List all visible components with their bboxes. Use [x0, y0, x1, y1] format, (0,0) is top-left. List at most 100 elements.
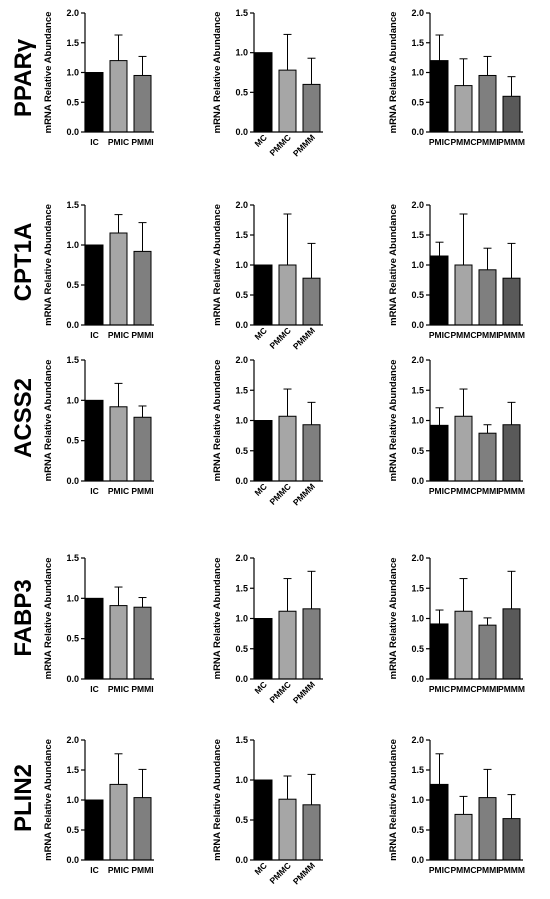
y-tick-label: 1.5 — [411, 38, 424, 48]
bar-mc — [254, 264, 273, 326]
y-tick-label: 1.5 — [66, 38, 79, 48]
y-tick-label: 2.0 — [411, 200, 424, 210]
y-axis-label: mRNA Relative Abundance — [43, 558, 54, 680]
bar-pmmi — [478, 624, 497, 680]
y-tick-label: 0.5 — [411, 290, 424, 300]
y-tick-label: 1.5 — [235, 230, 248, 240]
chart-panel-fabp3-3: mRNA Relative Abundance 0.0 0.5 1.0 1.5 2.0 PM… — [388, 553, 525, 694]
category-label-pmmi: PMMI — [476, 137, 498, 147]
bar-ic — [85, 244, 104, 326]
category-label-pmmc: PMMC — [451, 684, 477, 694]
y-tick-label: 0.5 — [66, 280, 79, 290]
category-label-pmmc: PMMC — [451, 865, 477, 875]
y-tick-label: 1.5 — [411, 230, 424, 240]
y-axis-label: mRNA Relative Abundance — [43, 360, 54, 482]
y-tick-label: 1.0 — [66, 240, 79, 250]
bar-pmmi — [133, 250, 152, 326]
chart-panel-fabp3-1: mRNA Relative Abundance 0.0 0.5 1.0 1.5 IC PMI… — [43, 553, 154, 694]
y-axis-label: mRNA Relative Abundance — [43, 739, 54, 861]
y-axis-label: mRNA Relative Abundance — [212, 204, 223, 326]
gene-label-fabp3: FABP3 — [10, 579, 37, 656]
y-tick-label: 1.0 — [66, 593, 79, 603]
y-tick-label: 2.0 — [235, 355, 248, 365]
bar-mc — [254, 618, 273, 680]
chart-panel-ppar--2: mRNA Relative Abundance 0.00.51.01.5MCPMM… — [212, 8, 323, 158]
bar-pmic — [109, 406, 128, 482]
y-tick-label: 1.5 — [235, 735, 248, 745]
y-tick-label: 1.5 — [66, 355, 79, 365]
bar-pmic — [109, 783, 128, 861]
y-tick-label: 2.0 — [66, 735, 79, 745]
y-tick-label: 0.5 — [235, 644, 248, 654]
category-label-pmmm: PMMM — [498, 330, 525, 340]
y-axis-label: mRNA Relative Abundance — [388, 360, 399, 482]
gene-labels: PPARγ CPT1A ACSS2 FABP3 PLIN2 — [10, 38, 37, 832]
chart-panel-plin2-3: mRNA Relative Abundance 0.0 0.5 1.0 1.5 2.0 PM… — [388, 735, 525, 875]
category-label-ic: IC — [90, 137, 99, 147]
y-tick-label: 0.0 — [235, 855, 248, 865]
bar-pmmc — [454, 85, 473, 133]
category-label-pmmi: PMMI — [476, 330, 498, 340]
category-label-pmic: PMIC — [429, 330, 450, 340]
bar-pmic — [430, 623, 449, 680]
bar-pmmi — [478, 432, 497, 482]
y-tick-label: 2.0 — [66, 8, 79, 18]
y-tick-label: 2.0 — [411, 553, 424, 563]
y-tick-label: 1.0 — [411, 416, 424, 426]
bar-pmmi — [478, 269, 497, 326]
y-axis-label: mRNA Relative Abundance — [212, 558, 223, 680]
y-tick-label: 0.0 — [411, 320, 424, 330]
category-label-pmmi: PMMI — [131, 684, 153, 694]
bar-ic — [85, 72, 104, 133]
category-label-pmmm: PMMM — [291, 325, 317, 351]
y-tick-label: 1.0 — [235, 775, 248, 785]
y-tick-label: 1.0 — [235, 260, 248, 270]
y-tick-label: 1.0 — [235, 614, 248, 624]
category-label-pmmi: PMMI — [476, 865, 498, 875]
bar-pmic — [109, 605, 128, 680]
gene-label-cpt1a: CPT1A — [10, 223, 37, 302]
category-label-pmmi: PMMI — [131, 865, 153, 875]
y-tick-label: 0.5 — [411, 446, 424, 456]
category-label-pmic: PMIC — [429, 865, 450, 875]
y-tick-label: 0.5 — [235, 446, 248, 456]
y-tick-label: 1.0 — [235, 48, 248, 58]
y-axis-label: mRNA Relative Abundance — [388, 558, 399, 680]
y-axis-label: mRNA Relative Abundance — [43, 12, 54, 134]
category-label-ic: IC — [90, 330, 99, 340]
category-label-mc: MC — [252, 132, 268, 148]
y-tick-label: 0.5 — [235, 815, 248, 825]
category-label-pmmc: PMMC — [451, 330, 477, 340]
y-tick-label: 1.0 — [66, 395, 79, 405]
chart-panel-acss2-2: mRNA Relative Abundance 0.0 0.5 1.0 1.5 2.0 MC… — [212, 355, 323, 507]
bar-pmmm — [302, 608, 321, 680]
y-tick-label: 0.0 — [235, 320, 248, 330]
y-tick-label: 0.0 — [411, 127, 424, 137]
category-label-pmmc: PMMC — [451, 137, 477, 147]
bar-pmmm — [302, 83, 321, 133]
category-label-pmmc: PMMC — [451, 486, 477, 496]
category-label-pmic: PMIC — [108, 865, 129, 875]
bar-pmmm — [502, 95, 521, 133]
category-label-pmic: PMIC — [108, 486, 129, 496]
bar-pmmm — [302, 804, 321, 861]
y-tick-label: 0.5 — [66, 825, 79, 835]
y-tick-label: 1.5 — [235, 8, 248, 18]
bar-pmmc — [454, 264, 473, 326]
gene-label-ppar: PPARγ — [10, 38, 37, 117]
bar-mc — [254, 420, 273, 482]
bar-pmmi — [478, 74, 497, 133]
y-axis-label: mRNA Relative Abundance — [212, 360, 223, 482]
chart-panel-plin2-1: mRNA Relative Abundance 0.0 0.5 1.0 1.5 2.0 IC… — [43, 735, 154, 875]
bar-pmmi — [133, 606, 152, 680]
category-label-pmmm: PMMM — [498, 684, 525, 694]
y-tick-label: 1.0 — [411, 68, 424, 78]
y-tick-label: 2.0 — [235, 553, 248, 563]
y-tick-label: 0.5 — [66, 97, 79, 107]
gene-label-acss2: ACSS2 — [10, 378, 37, 458]
chart-panel-cpt1a-1: mRNA Relative Abundance 0.0 0.5 1.0 1.5 IC PMI… — [43, 200, 154, 340]
chart-panel-acss2-3: mRNA Relative Abundance 0.0 0.5 1.0 1.5 2.0 PM… — [388, 355, 525, 496]
category-label-mc: MC — [252, 481, 268, 497]
bar-pmmc — [454, 415, 473, 482]
